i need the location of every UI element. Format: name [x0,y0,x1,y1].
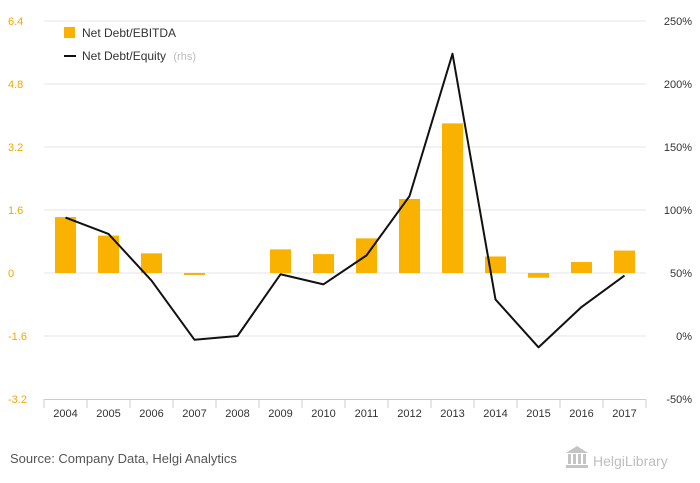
source-note: Source: Company Data, Helgi Analytics [10,451,237,466]
right-tick-label: 0% [676,331,692,343]
x-tick-label: 2009 [268,408,292,420]
x-tick-label: 2010 [311,408,335,420]
legend-swatch-bar [64,27,75,38]
bar [571,261,592,273]
right-tick-label: 100% [664,205,692,217]
bar [313,254,334,273]
bar [184,273,205,275]
bar [55,217,76,273]
x-tick-label: 2013 [440,408,464,420]
line-series [65,52,626,349]
legend-label-net-debt-equity-text: Net Debt/Equity [82,49,166,63]
x-tick-label: 2015 [526,408,550,420]
x-tick-label: 2017 [612,408,636,420]
x-tick-label: 2014 [483,408,507,420]
x-tick-label: 2006 [139,408,163,420]
left-tick-label: 1.6 [8,205,23,217]
x-tick-label: 2012 [397,408,421,420]
bar [399,198,420,273]
left-tick-label: 6.4 [8,16,23,28]
helgi-library-logo: HelgiLibrary [566,446,668,469]
bar [141,253,162,273]
line-path [65,52,626,349]
right-tick-label: -50% [666,394,692,406]
bar-series [55,123,635,278]
x-tick-label: 2016 [569,408,593,420]
brand-name: HelgiLibrary [593,453,668,469]
right-tick-label: 50% [670,268,692,280]
bar [614,250,635,273]
bar [270,249,291,273]
left-tick-label: -3.2 [8,394,27,406]
bar [98,235,119,273]
legend-rhs-note: (rhs) [173,51,196,63]
left-tick-label: 4.8 [8,79,23,91]
bar [442,123,463,273]
bar [528,273,549,278]
legend-label-net-debt-equity: Net Debt/Equity (rhs) [82,49,196,63]
legend: Net Debt/EBITDA Net Debt/Equity (rhs) [64,26,196,63]
right-tick-label: 250% [664,16,692,28]
right-tick-label: 150% [664,142,692,154]
x-tick-label: 2011 [355,408,379,420]
x-tick-label: 2004 [53,408,77,420]
x-tick-label: 2008 [225,408,249,420]
left-tick-label: 0 [8,268,14,280]
x-tick-label: 2005 [96,408,120,420]
right-tick-label: 200% [664,79,692,91]
x-tick-label: 2007 [182,408,206,420]
gridlines [44,20,646,337]
left-tick-label: -1.6 [8,331,27,343]
building-icon [566,446,588,468]
legend-label-net-debt-ebitda: Net Debt/EBITDA [82,26,176,40]
axes: -3.2 -1.6 0 1.6 3.2 4.8 6.4 -50% 0% 50% 100% 150% 20… [8,16,692,420]
left-tick-label: 3.2 [8,142,23,154]
